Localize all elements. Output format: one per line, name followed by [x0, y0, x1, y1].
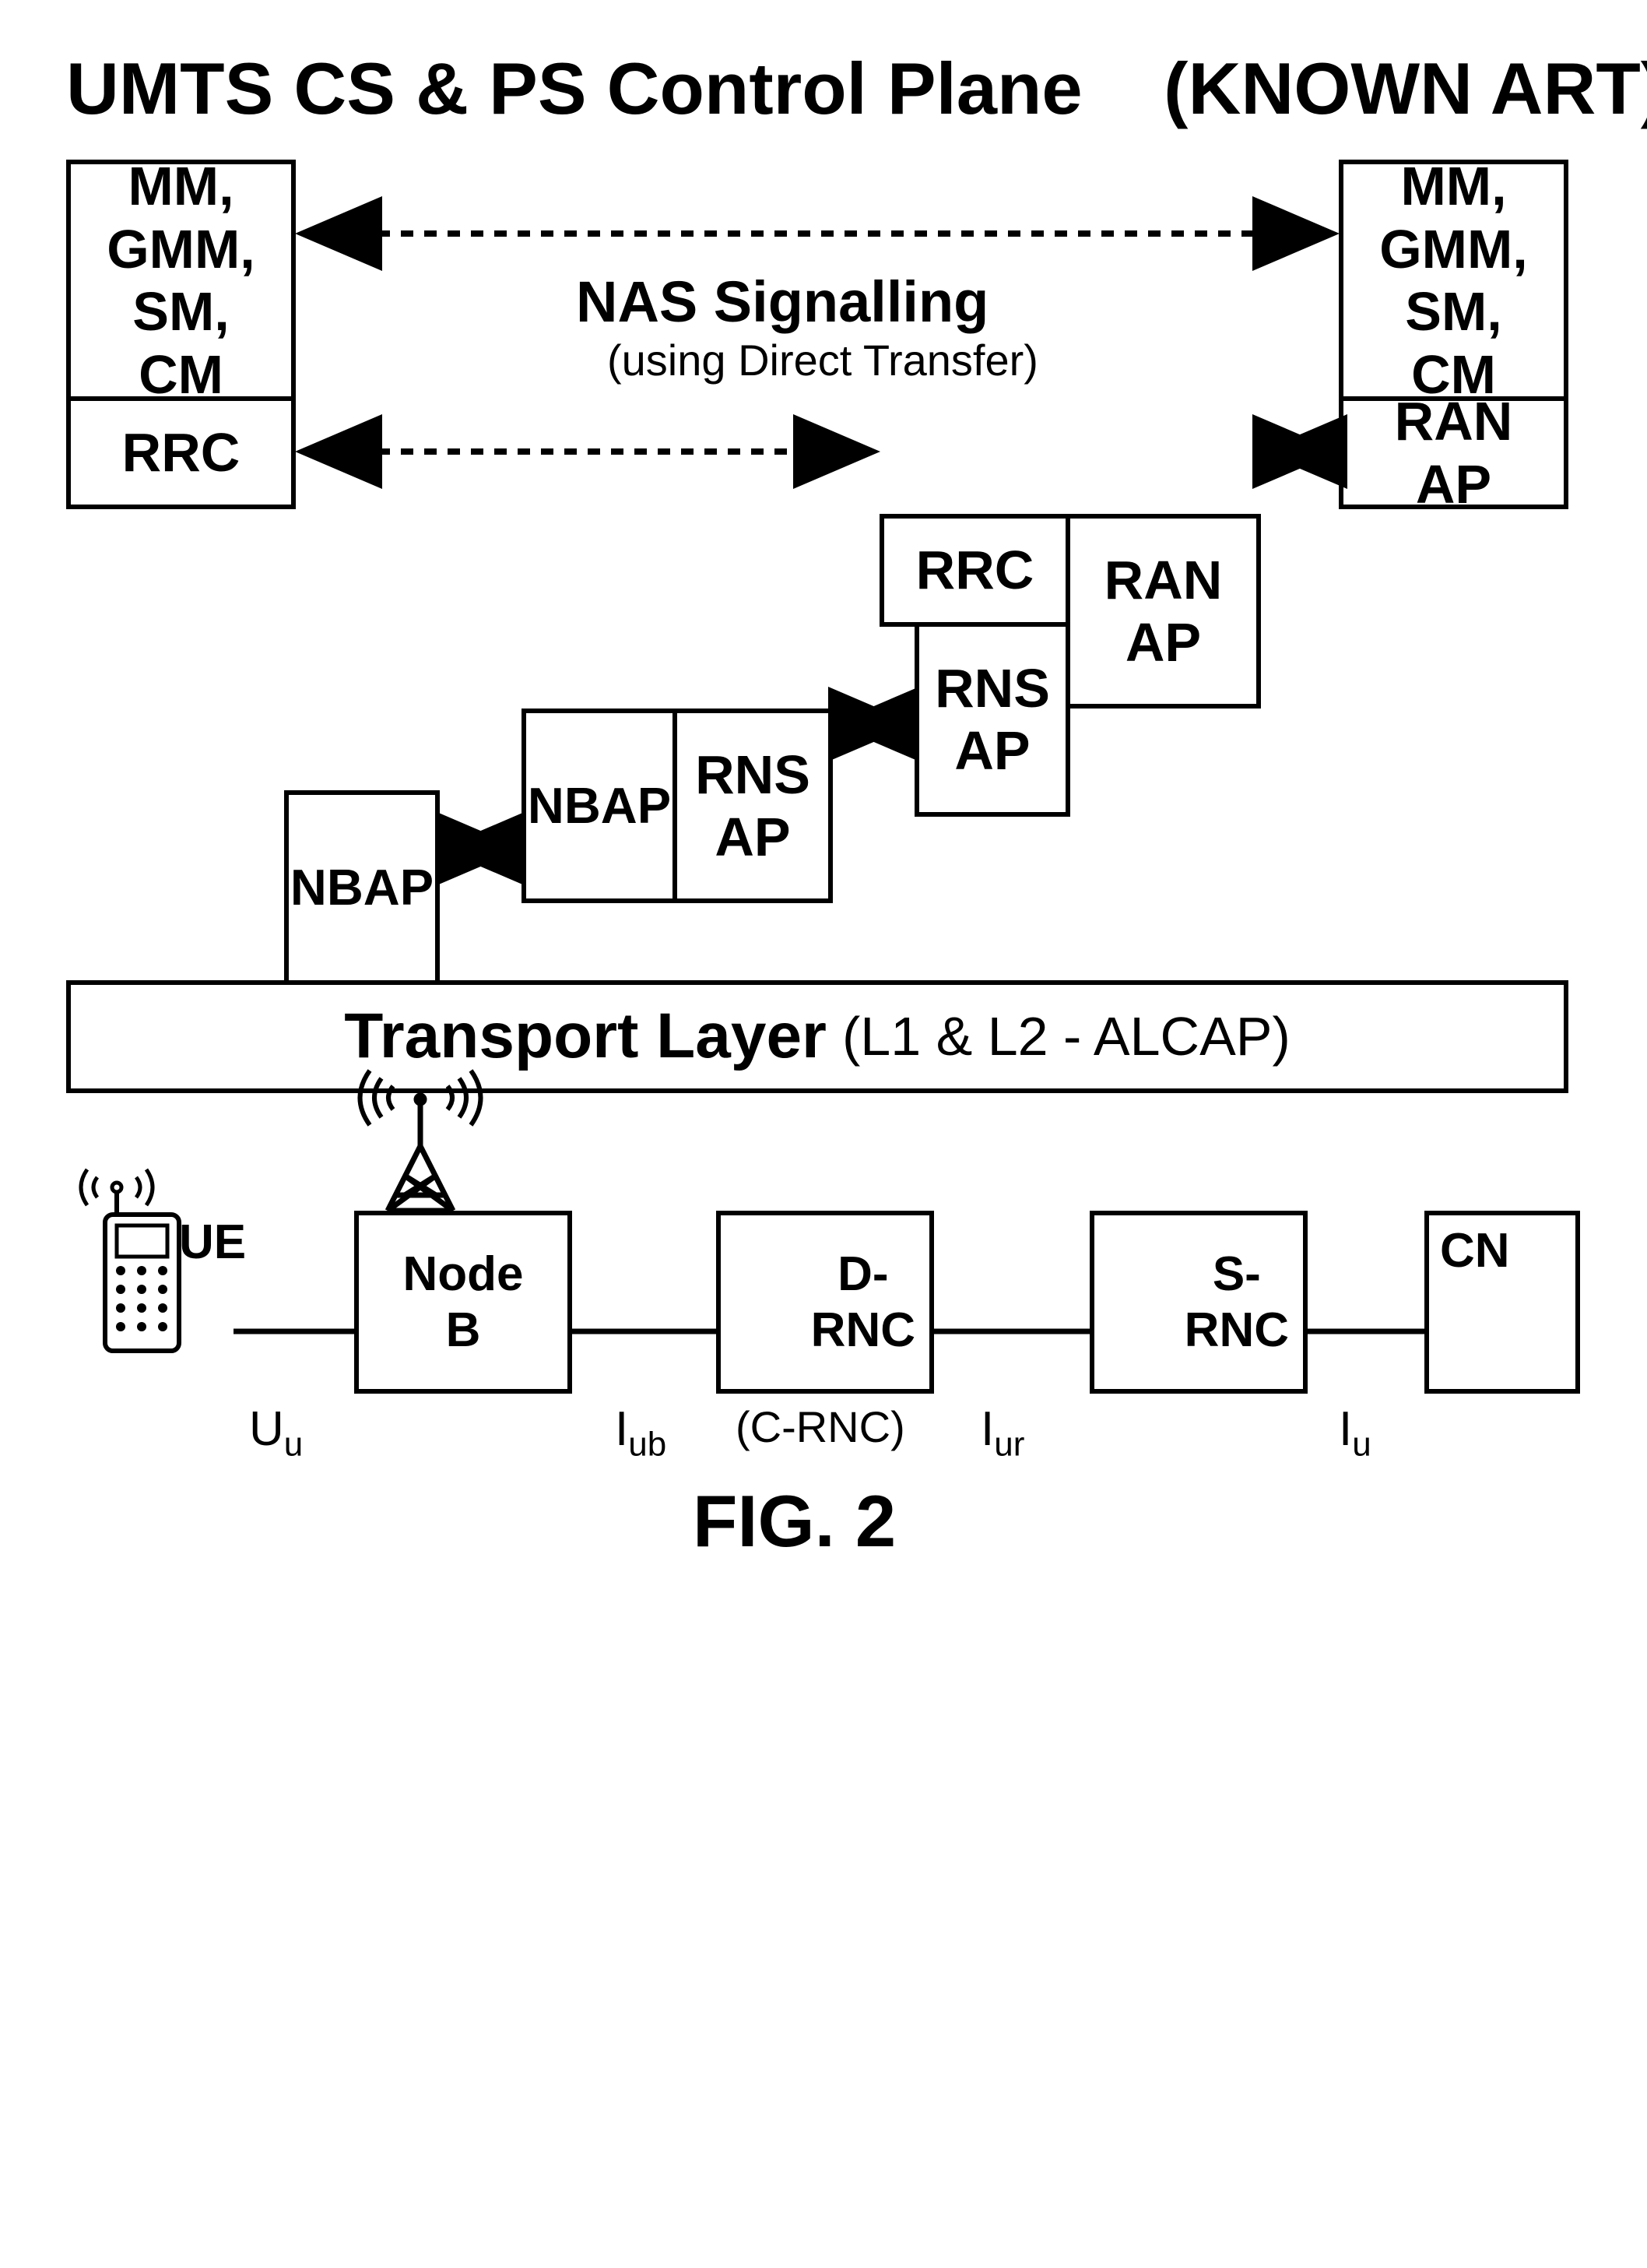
- ue-rrc: RRC: [66, 396, 296, 509]
- cn-ranap: RAN AP: [1339, 396, 1568, 509]
- page-title: UMTS CS & PS Control Plane (KNOWN ART): [66, 47, 1647, 131]
- nodeb-entity: Node B: [354, 1211, 572, 1394]
- cn-top-protocols: MM, GMM, SM, CM: [1339, 160, 1568, 401]
- uu-letter: U: [249, 1402, 284, 1456]
- iur-letter: I: [981, 1402, 994, 1456]
- tower-icon: [388, 1093, 453, 1211]
- iu-sub: u: [1352, 1425, 1371, 1463]
- iub-letter: I: [615, 1402, 628, 1456]
- nas-signalling-subtitle: (using Direct Transfer): [607, 335, 1038, 385]
- transport-title: Transport Layer: [344, 1000, 827, 1073]
- uu-interface: Uu: [249, 1401, 303, 1464]
- iub-interface: Iub: [615, 1401, 666, 1464]
- title-main: UMTS CS & PS Control Plane: [66, 47, 1083, 129]
- iur-interface: Iur: [981, 1401, 1024, 1464]
- srnc-rrc: RRC: [880, 514, 1070, 627]
- ue-top-protocols: MM, GMM, SM, CM: [66, 160, 296, 401]
- transport-layer: Transport Layer (L1 & L2 - ALCAP): [66, 980, 1568, 1093]
- drnc-nbap: NBAP: [521, 709, 677, 903]
- nas-signalling-title: NAS Signalling: [576, 269, 989, 335]
- drnc-subtitle: (C-RNC): [736, 1401, 905, 1452]
- iu-letter: I: [1339, 1402, 1352, 1456]
- uu-sub: u: [284, 1425, 303, 1463]
- figure-label: FIG. 2: [693, 1479, 896, 1563]
- ue-handset-icon: [105, 1183, 179, 1351]
- transport-subtitle: (L1 & L2 - ALCAP): [842, 1005, 1291, 1068]
- drnc-entity: D- RNC: [716, 1211, 934, 1394]
- srnc-entity: S- RNC: [1090, 1211, 1308, 1394]
- iu-interface: Iu: [1339, 1401, 1371, 1464]
- ue-label: UE: [179, 1215, 246, 1270]
- ue-rf-waves-icon: [81, 1169, 153, 1205]
- iub-sub: ub: [628, 1425, 666, 1463]
- nodeb-nbap: NBAP: [284, 790, 440, 985]
- srnc-ranap: RAN AP: [1066, 514, 1261, 709]
- srnc-rnsap: RNS AP: [915, 622, 1070, 817]
- iur-sub: ur: [994, 1425, 1024, 1463]
- drnc-rnsap: RNS AP: [672, 709, 833, 903]
- cn-entity: CN: [1424, 1211, 1580, 1394]
- title-suffix: (KNOWN ART): [1164, 47, 1647, 129]
